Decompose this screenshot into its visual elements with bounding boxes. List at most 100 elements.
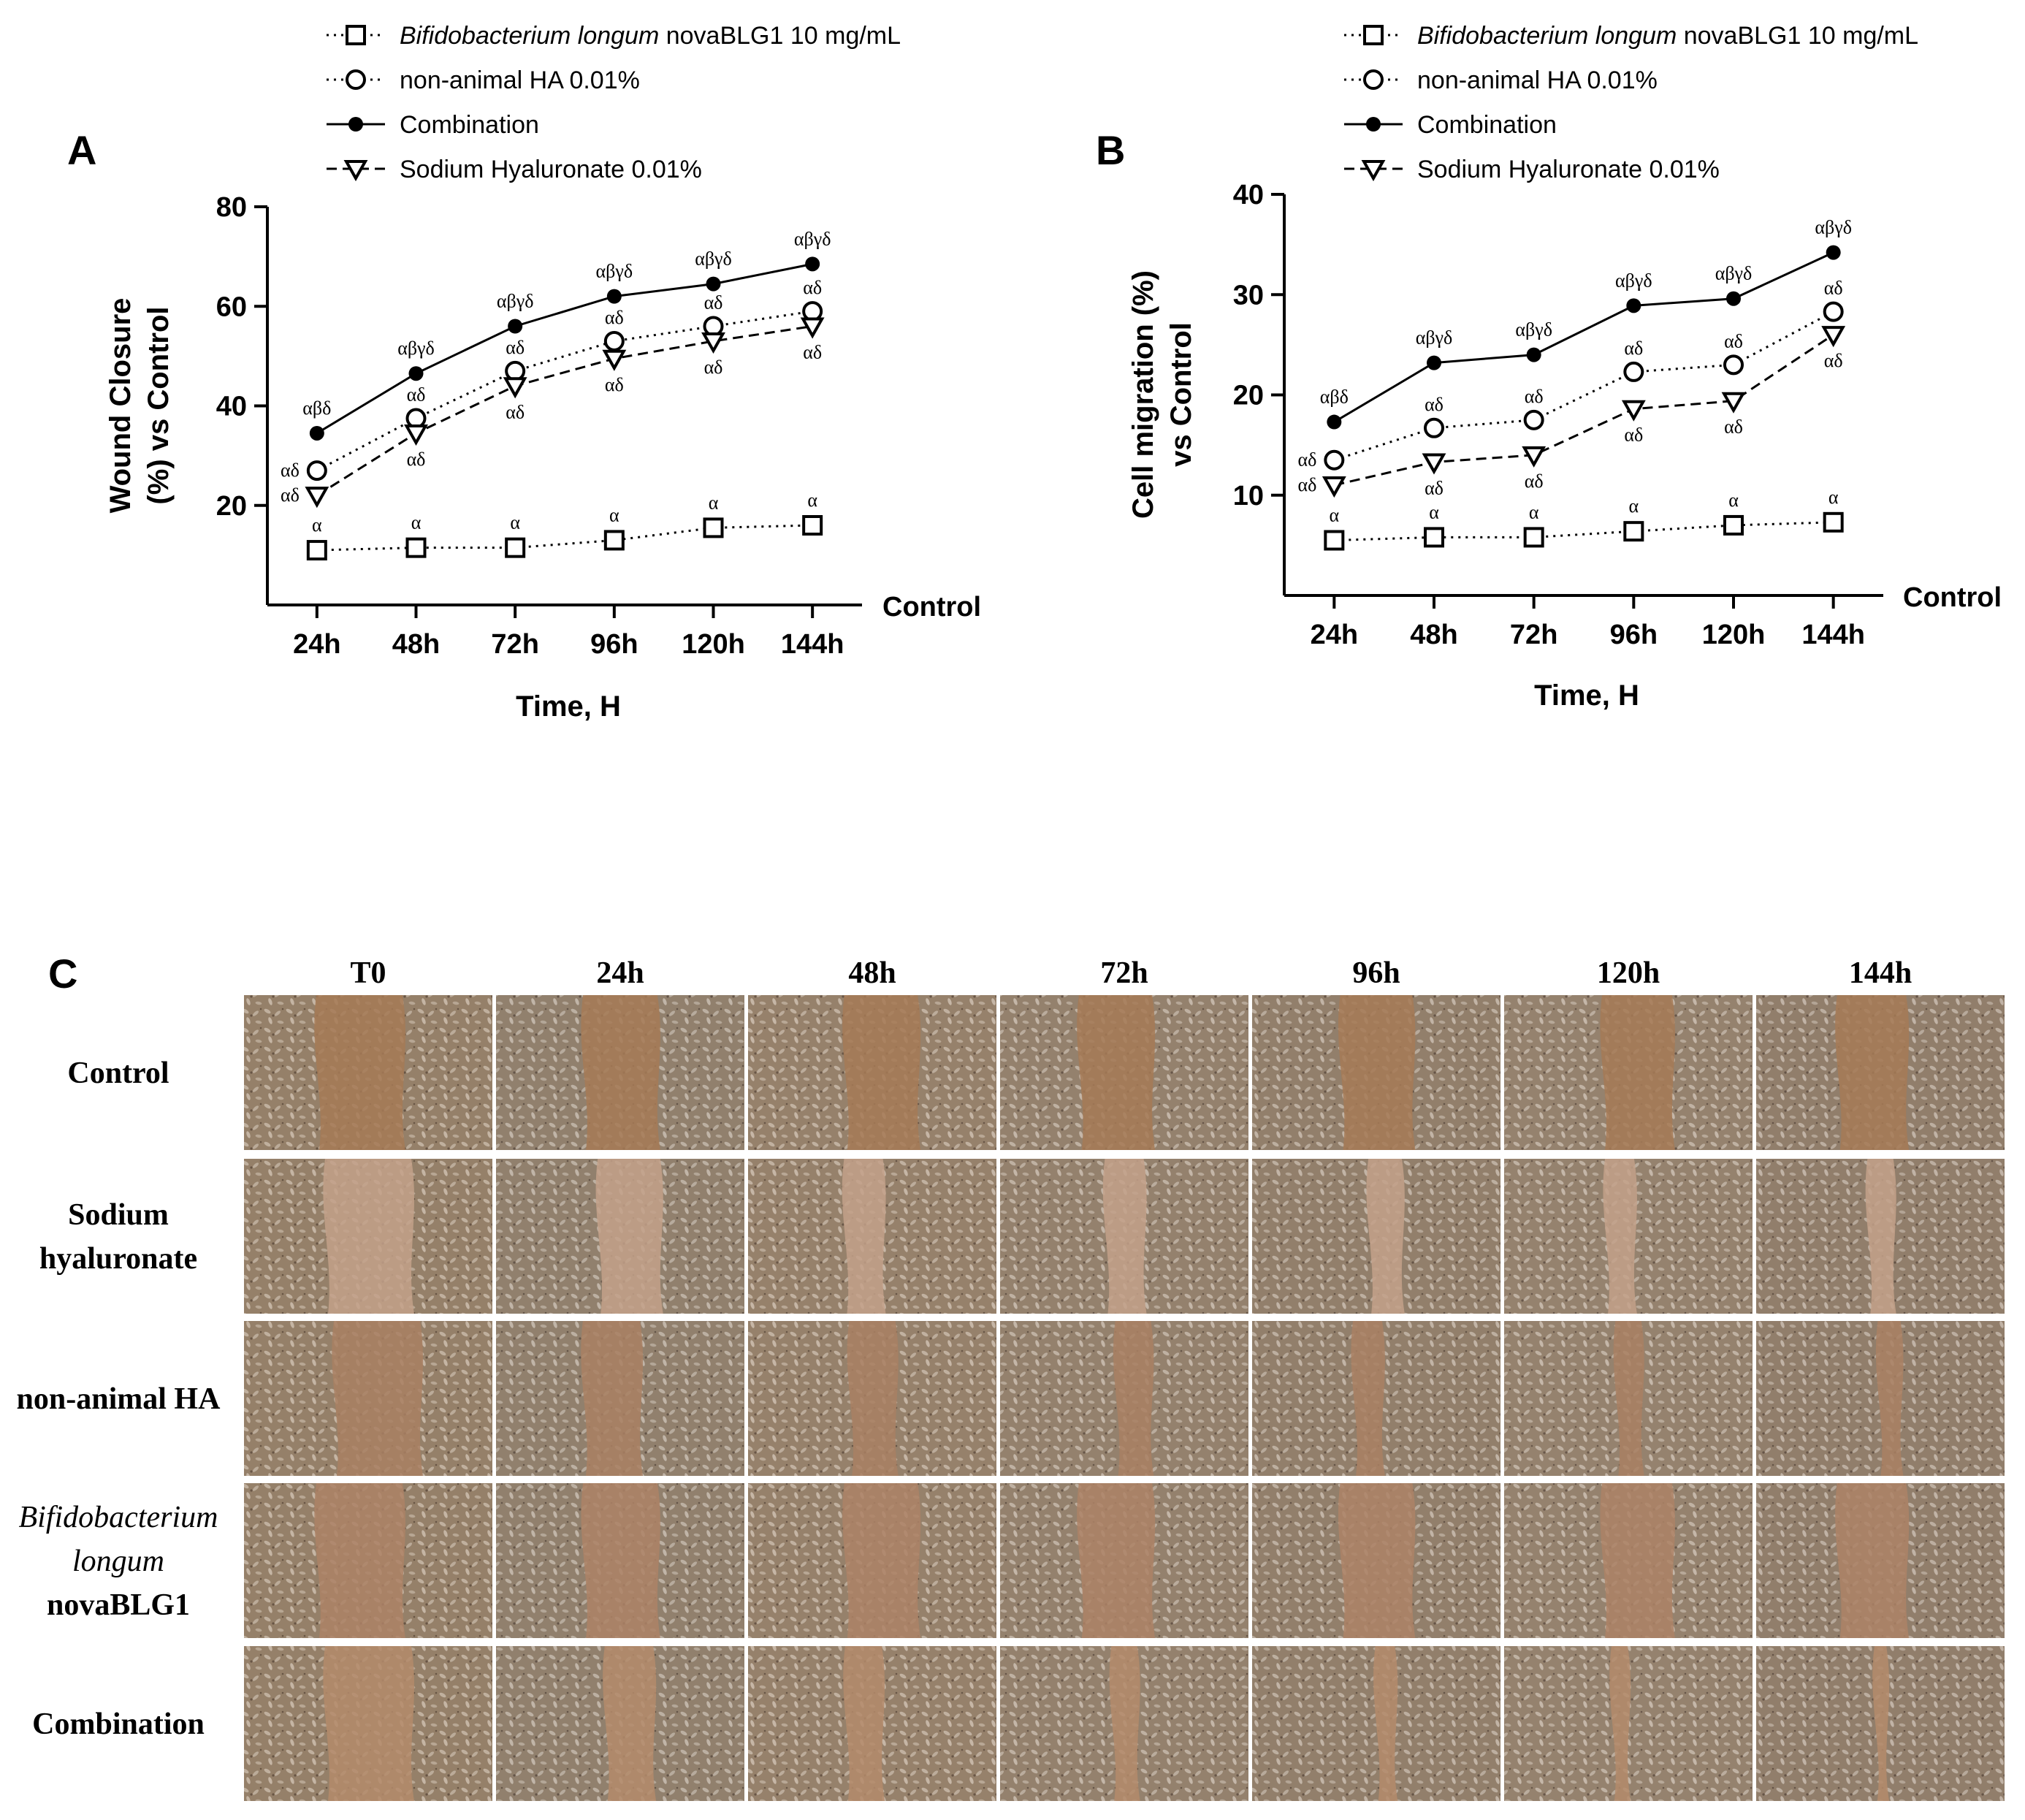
panel-b-series-0-point-4 — [1723, 514, 1744, 536]
panel-b-series-2-point-0 — [1327, 414, 1342, 430]
panel-b-series-3-annotation-3: αδ — [1624, 424, 1643, 446]
panel-c-image-r4-c3 — [1000, 1646, 1248, 1801]
panel-c-column-header-6: 144h — [1849, 956, 1912, 990]
panel-a-series-0-annotation-3: α — [609, 504, 619, 525]
panel-b-xtick-label-5: 144h — [1801, 620, 1865, 650]
panel-b-series-1-point-5 — [1823, 301, 1844, 322]
panel-c-wound-gap-r3-c2 — [842, 1483, 921, 1638]
panel-c-wound-gap-r3-c0 — [314, 1483, 405, 1638]
panel-a-series-1-annotation-5: αδ — [803, 277, 822, 298]
panel-a-series-0-point-0 — [306, 540, 327, 561]
panel-c-image-r2-c2 — [748, 1321, 996, 1476]
panel-a-series-0-annotation-4: α — [709, 492, 719, 513]
panel-c-wound-gap-r2-c5 — [1613, 1321, 1644, 1476]
panel-a-series-line-2 — [316, 262, 813, 435]
panel-a-series-2-point-2 — [508, 319, 523, 334]
panel-a-series-2-annotation-5: αβγδ — [794, 228, 831, 249]
panel-a-series-1-annotation-1: αδ — [407, 384, 426, 405]
panel-c-micrographs: T0 24h 48h 72h 96h 120h 144h Control Sodium hyalu… — [17, 956, 2005, 1801]
panel-a-chart: A Bifidobacterium longum novaBLG1 10 mg/… — [67, 22, 981, 723]
panel-a-xtick-label-3: 96h — [590, 629, 638, 660]
panel-c-image-r2-c4 — [1252, 1321, 1500, 1476]
panel-a-series-1-annotation-0: αδ — [281, 460, 300, 481]
panel-a-series-1-point-4 — [703, 316, 724, 337]
panel-c-row-label-1-line-1: hyaluronate — [39, 1242, 197, 1276]
panel-b-series-1-annotation-0: αδ — [1297, 449, 1316, 471]
panel-c-wound-gap-r3-c5 — [1600, 1483, 1675, 1638]
panel-b-series-3-annotation-1: αδ — [1425, 477, 1444, 498]
panel-b-legend-label-1: non-animal HA 0.01% — [1417, 66, 1658, 94]
panel-a-series-1-point-3 — [603, 330, 625, 351]
panel-b-series-1-point-1 — [1424, 417, 1444, 438]
panel-c-wound-gap-r2-c0 — [332, 1321, 423, 1476]
panel-b-ylabel-line-2: vs Control — [1165, 322, 1197, 467]
panel-c-image-r2-c6 — [1756, 1321, 2005, 1476]
panel-c-wound-gap-r1-c4 — [1366, 1159, 1405, 1314]
panel-b-series-3-annotation-0: αδ — [1297, 474, 1316, 495]
panel-b-series-3-annotation-2: αδ — [1525, 471, 1544, 492]
panel-a-series-1-point-2 — [505, 360, 526, 381]
panel-a-series-1-point-0 — [306, 460, 327, 481]
panel-b-series-0-annotation-0: α — [1330, 505, 1340, 526]
panel-c-wound-gap-r3-c1 — [581, 1483, 660, 1638]
panel-b-series-1-point-0 — [1324, 449, 1345, 471]
panel-c-row-label-1-line-0: Sodium — [68, 1198, 169, 1232]
panel-a-series-3-annotation-2: αδ — [506, 401, 525, 422]
panel-b-series-0-annotation-2: α — [1529, 501, 1539, 522]
panel-c-row-label-3: Bifidobacterium longum novaBLG1 — [19, 1501, 218, 1622]
panel-c-wound-gap-r0-c5 — [1600, 995, 1675, 1150]
panel-a-legend-marker-1 — [346, 69, 366, 90]
panel-a-ylabel-line-2: (%) vs Control — [142, 306, 175, 504]
panel-b-series-1-annotation-4: αδ — [1724, 330, 1743, 351]
panel-c-row-label-2-line-0: non-animal HA — [17, 1382, 221, 1416]
panel-a-xtick-label-2: 72h — [491, 629, 538, 660]
panel-b-xtick-label-4: 120h — [1702, 620, 1766, 650]
panel-a-series-2-point-5 — [805, 256, 820, 272]
panel-a-legend-label-0: Bifidobacterium longum novaBLG1 10 mg/mL — [400, 22, 901, 50]
panel-b-series-0-point-0 — [1324, 530, 1345, 551]
panel-b-series-0-annotation-3: α — [1629, 495, 1639, 517]
panel-c-wound-gap-r3-c4 — [1338, 1483, 1416, 1638]
panel-a-series-3-point-1 — [404, 424, 428, 446]
panel-c-image-grid: C T0 24h 48h 72h 96h 120h 144h Control Sodium hya… — [17, 951, 2005, 1801]
panel-b-ytick-label-1: 20 — [1233, 381, 1264, 411]
panel-c-wound-gap-r4-c4 — [1373, 1646, 1398, 1801]
panel-c-image-r0-c1 — [496, 995, 744, 1150]
panel-b-series-1-annotation-5: αδ — [1824, 278, 1843, 299]
panel-b-series-3-point-2 — [1522, 446, 1547, 468]
panel-c-image-r1-c2 — [748, 1159, 996, 1314]
panel-b-legend-marker-1 — [1363, 69, 1384, 90]
panel-a-series-3-annotation-0: αδ — [281, 484, 300, 506]
panel-a-series-3-point-0 — [305, 487, 329, 509]
panel-b-series-2-annotation-0: αβδ — [1320, 387, 1349, 408]
panel-c-column-header-2: 48h — [848, 956, 896, 990]
panel-b-series-3-point-3 — [1621, 400, 1646, 422]
panel-a-xtick-label-5: 144h — [781, 629, 844, 660]
panel-c-column-header-4: 96h — [1352, 956, 1400, 990]
panel-c-row-label-4-line-0: Combination — [32, 1707, 205, 1741]
panel-a-xtick-label-4: 120h — [682, 629, 745, 660]
panel-a-series-2-annotation-4: αβγδ — [695, 248, 732, 270]
panel-c-wound-gap-r1-c3 — [1102, 1159, 1147, 1314]
panel-c-wound-gap-r1-c6 — [1865, 1159, 1896, 1314]
panel-b-series-0-point-5 — [1823, 511, 1844, 533]
panel-a-series-3-annotation-3: αδ — [605, 374, 624, 395]
panel-b-series-2-annotation-2: αβγδ — [1515, 319, 1552, 340]
panel-b-series-3-annotation-5: αδ — [1824, 350, 1843, 371]
panel-b-legend: Bifidobacterium longum novaBLG1 10 mg/mL… — [1344, 22, 1918, 183]
panel-a-letter: A — [67, 127, 96, 173]
panel-a-series-3-point-2 — [503, 377, 527, 399]
panel-b-series-3-annotation-4: αδ — [1724, 416, 1743, 438]
panel-a-series-2-point-3 — [606, 289, 622, 304]
panel-b-series-line-3 — [1333, 333, 1834, 487]
panel-c-wound-gap-r3-c3 — [1077, 1483, 1156, 1638]
panel-b-series-3-point-5 — [1821, 326, 1846, 348]
panel-a-series-0-point-2 — [505, 537, 526, 558]
panel-a-legend-label-1: non-animal HA 0.01% — [400, 66, 640, 94]
panel-c-image-r4-c6 — [1756, 1646, 2005, 1801]
panel-a-series-0-annotation-2: α — [510, 512, 520, 533]
panel-b-xlabel: Time, H — [1534, 679, 1639, 712]
panel-c-wound-gap-r4-c0 — [323, 1646, 414, 1801]
